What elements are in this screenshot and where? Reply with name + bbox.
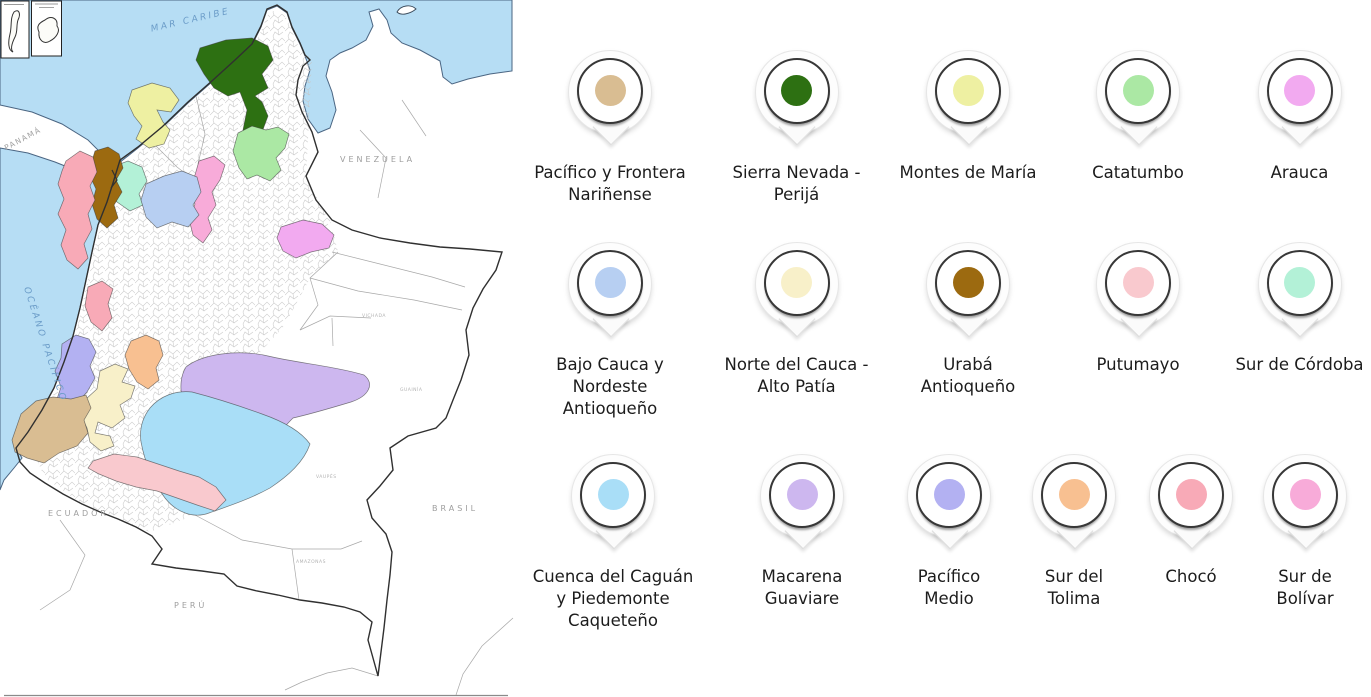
region-color-dot [952, 74, 984, 106]
legend-row-1: Pacífico y Frontera Nariñense Sierra Nev… [515, 50, 1371, 206]
map-pin-icon [1094, 50, 1182, 154]
map-region-catatumbo[interactable] [232, 125, 290, 182]
map-pin-icon [1256, 50, 1344, 154]
legend-item-label: Arauca [1270, 163, 1329, 182]
region-color-dot [597, 478, 629, 510]
legend-item-label: Sur del Tolima [1044, 567, 1104, 608]
region-color-dot [933, 478, 965, 510]
region-color-dot [594, 266, 626, 298]
region-color-dot [786, 478, 818, 510]
map-pin-icon [758, 454, 846, 558]
legend-item-catatumbo[interactable]: Catatumbo [1048, 50, 1228, 184]
map-region-putumayo[interactable] [87, 453, 227, 512]
colombia-border [15, 4, 503, 677]
region-color-dot [1122, 74, 1154, 106]
map-region-bajo-cauca[interactable] [140, 170, 202, 229]
legend-item-uraba-antioqueno[interactable]: Urabá Antioqueño [888, 242, 1048, 398]
legend-item-sur-del-tolima[interactable]: Sur del Tolima [1005, 454, 1143, 610]
colombia-map-panel: MAR CARIBE OCÉANO PACÍFICO PANAMÁ VENEZU… [0, 0, 515, 697]
legend-item-putumayo[interactable]: Putumayo [1048, 242, 1228, 376]
legend-item-label: Cuenca del Caguán y Piedemonte Caqueteño [532, 567, 694, 630]
legend-item-sur-de-cordoba[interactable]: Sur de Córdoba [1228, 242, 1371, 376]
legend-item-label: Pacífico Medio [917, 567, 981, 608]
san-andres-inset [0, 0, 30, 59]
region-color-dot [1122, 266, 1154, 298]
map-pin-icon [924, 50, 1012, 154]
map-pin-icon [566, 50, 654, 154]
map-pin-icon [1147, 454, 1235, 558]
map-region-arauca[interactable] [276, 219, 335, 259]
legend-panel: Pacífico y Frontera Nariñense Sierra Nev… [515, 0, 1371, 697]
providencia-inset [31, 0, 62, 57]
legend-row-3: Cuenca del Caguán y Piedemonte Caqueteño… [515, 454, 1371, 632]
map-pin-icon [1261, 454, 1349, 558]
amazonas-label: AMAZONAS [296, 559, 326, 565]
legend-item-label: Pacífico y Frontera Nariñense [534, 163, 686, 204]
region-color-dot [1175, 478, 1207, 510]
map-pin-icon [1094, 242, 1182, 346]
legend-item-label: Urabá Antioqueño [920, 355, 1016, 396]
region-color-dot [594, 74, 626, 106]
legend-item-bajo-cauca[interactable]: Bajo Cauca y Nordeste Antioqueño [515, 242, 705, 420]
ecuador-label: ECUADOR [48, 509, 109, 518]
region-color-dot [781, 74, 812, 106]
legend-item-label: Macarena Guaviare [761, 567, 843, 608]
vichada-label: VICHADA [362, 313, 386, 319]
providencia-island [37, 17, 59, 43]
colombia-map: MAR CARIBE OCÉANO PACÍFICO PANAMÁ VENEZU… [0, 0, 515, 697]
san-andres-island [8, 10, 20, 53]
map-region-pacifico-frontera-narinense[interactable] [11, 394, 92, 464]
legend-item-label: Sur de Bolívar [1276, 567, 1334, 608]
map-pin-icon [753, 242, 841, 346]
legend-item-label: Putumayo [1096, 355, 1180, 374]
legend-item-choco[interactable]: Chocó [1143, 454, 1239, 588]
map-region-montes-de-maria[interactable] [127, 82, 180, 149]
region-color-dot [1289, 478, 1321, 510]
vaupes-label: VAUPÉS [316, 472, 337, 480]
pdet-regions [11, 37, 370, 516]
legend-item-label: Sierra Nevada - Perijá [732, 163, 861, 204]
legend-item-pacifico-frontera-narinense[interactable]: Pacífico y Frontera Nariñense [515, 50, 705, 206]
legend-item-label: Catatumbo [1092, 163, 1184, 182]
panama-colombia-border [110, 169, 118, 189]
legend-item-label: Norte del Cauca - Alto Patía [724, 355, 869, 396]
legend-item-sierra-nevada-perija[interactable]: Sierra Nevada - Perijá [705, 50, 888, 206]
peru-label: PERÚ [174, 599, 207, 610]
map-region-choco-south[interactable] [84, 280, 114, 332]
legend-item-macarena-guaviare[interactable]: Macarena Guaviare [711, 454, 893, 610]
map-region-sur-del-tolima[interactable] [124, 334, 164, 390]
legend-item-montes-de-maria[interactable]: Montes de María [888, 50, 1048, 184]
legend-item-label: Chocó [1165, 567, 1217, 586]
map-region-choco-north[interactable] [57, 150, 98, 270]
legend-item-cuenca-caguan[interactable]: Cuenca del Caguán y Piedemonte Caqueteño [515, 454, 711, 632]
map-pin-icon [566, 242, 654, 346]
legend-item-sur-de-bolivar[interactable]: Sur de Bolívar [1239, 454, 1371, 610]
region-color-dot [781, 266, 812, 298]
region-color-dot [952, 266, 984, 298]
region-color-dot [1284, 74, 1315, 106]
map-pin-icon [924, 242, 1012, 346]
guainia-label: GUAINÍA [400, 386, 423, 393]
map-pin-icon [753, 50, 841, 154]
legend-item-label: Sur de Córdoba [1235, 355, 1364, 374]
map-pin-icon [1256, 242, 1344, 346]
legend-item-arauca[interactable]: Arauca [1228, 50, 1371, 184]
legend-item-label: Bajo Cauca y Nordeste Antioqueño [556, 355, 664, 418]
region-color-dot [1284, 266, 1315, 298]
legend-item-pacifico-medio[interactable]: Pacífico Medio [893, 454, 1005, 610]
legend-row-2: Bajo Cauca y Nordeste Antioqueño Norte d… [515, 242, 1371, 420]
map-pin-icon [1030, 454, 1118, 558]
caribbean-island [396, 5, 417, 15]
venezuela-label: VENEZUELA [340, 155, 415, 164]
legend-item-norte-cauca-alto-patia[interactable]: Norte del Cauca - Alto Patía [705, 242, 888, 398]
map-pin-icon [569, 454, 657, 558]
region-color-dot [1058, 478, 1090, 510]
map-pin-icon [905, 454, 993, 558]
brasil-label: BRASIL [432, 504, 478, 513]
legend-item-label: Montes de María [899, 163, 1037, 182]
